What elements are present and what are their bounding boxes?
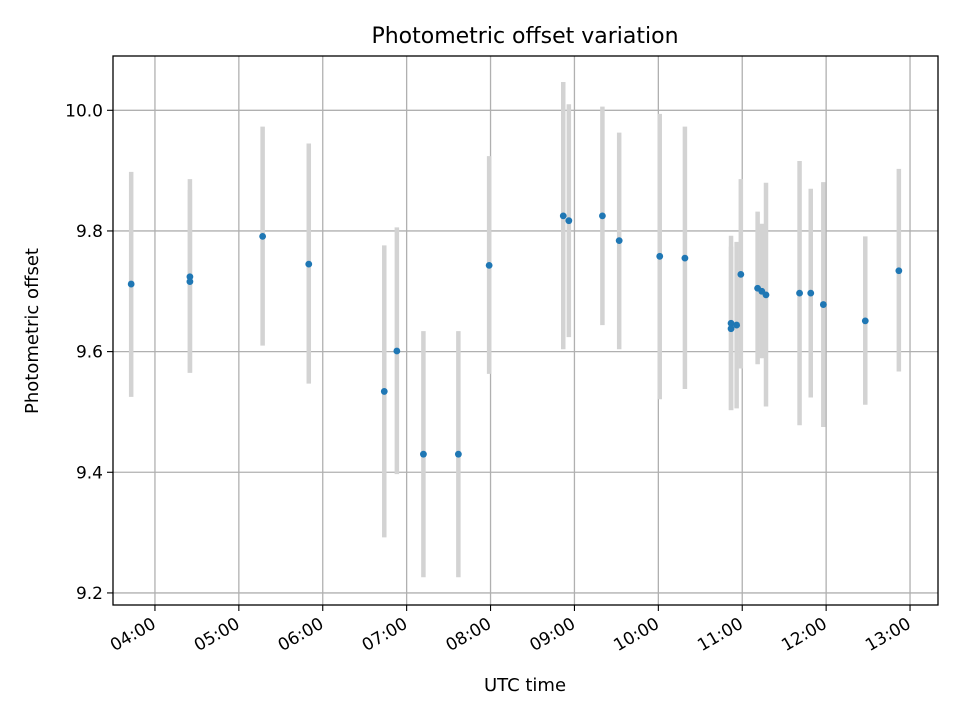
data-point bbox=[186, 278, 194, 286]
y-tick-label: 9.8 bbox=[76, 222, 103, 242]
data-point bbox=[559, 212, 567, 220]
y-tick-label: 10.0 bbox=[65, 101, 103, 121]
data-point bbox=[819, 301, 827, 308]
chart-title: Photometric offset variation bbox=[371, 24, 678, 49]
data-point bbox=[305, 260, 313, 268]
y-tick-label: 9.4 bbox=[76, 463, 103, 483]
data-point bbox=[737, 270, 745, 278]
data-point bbox=[733, 321, 741, 329]
data-point bbox=[127, 280, 135, 288]
data-point bbox=[380, 388, 388, 395]
data-point bbox=[681, 254, 689, 262]
data-point bbox=[895, 267, 903, 275]
data-point bbox=[656, 252, 664, 260]
data-point bbox=[796, 289, 803, 297]
data-point bbox=[727, 319, 735, 327]
data-point bbox=[485, 261, 493, 269]
y-axis-label: Photometric offset bbox=[22, 248, 43, 414]
data-point bbox=[599, 212, 606, 220]
data-point bbox=[393, 347, 401, 355]
data-point bbox=[615, 237, 623, 245]
data-points bbox=[127, 212, 903, 458]
data-point bbox=[186, 273, 194, 281]
data-point bbox=[807, 289, 815, 297]
data-point bbox=[259, 232, 267, 240]
plot-frame bbox=[112, 55, 939, 606]
y-tick-label: 9.2 bbox=[76, 584, 103, 604]
data-point bbox=[454, 450, 462, 458]
data-point bbox=[861, 317, 869, 325]
data-point bbox=[727, 325, 735, 333]
y-tick-label: 9.6 bbox=[76, 343, 103, 363]
data-point bbox=[762, 291, 770, 299]
data-point bbox=[565, 217, 573, 225]
x-axis-label: UTC time bbox=[484, 675, 566, 696]
data-point bbox=[420, 450, 427, 458]
